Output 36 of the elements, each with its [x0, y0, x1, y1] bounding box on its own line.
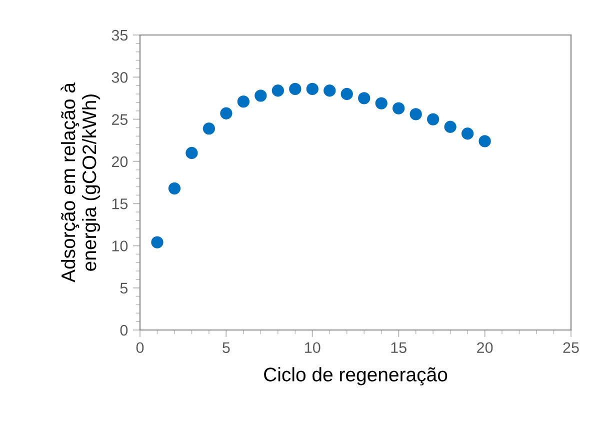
point [392, 102, 405, 114]
y-tick-label: 0 [120, 324, 128, 336]
point [427, 113, 440, 126]
y-tick-label: 15 [112, 198, 128, 210]
x-tick-label: 25 [563, 342, 579, 354]
y-tick-label: 20 [112, 156, 128, 168]
y-axis-title: Adsorção em relação à energia (gCO2/kWh) [60, 82, 100, 282]
point [202, 122, 216, 135]
y-tick-label: 25 [112, 114, 128, 125]
point [168, 182, 181, 194]
x-tick-label: 20 [477, 342, 493, 354]
y-tick-label: 5 [120, 282, 128, 294]
x-tick-label: 15 [391, 342, 406, 354]
point [272, 84, 284, 97]
point [254, 90, 267, 102]
y-tick-label: 10 [112, 240, 128, 252]
point [289, 82, 302, 96]
point [186, 146, 198, 160]
point [324, 84, 336, 97]
x-tick-label: 5 [222, 342, 230, 354]
point [358, 92, 370, 104]
point [375, 97, 388, 110]
point [237, 96, 250, 108]
y-tick-label: 35 [112, 30, 128, 41]
point [410, 108, 422, 120]
point [151, 236, 164, 248]
y-tick-label: 30 [112, 72, 128, 83]
point [444, 120, 456, 133]
x-tick-label: 0 [136, 342, 144, 354]
point [220, 107, 232, 120]
point [306, 82, 318, 96]
x-axis-title: Ciclo de regeneração [264, 367, 448, 386]
point [478, 135, 491, 148]
point [461, 128, 474, 140]
point [340, 88, 353, 100]
x-tick-label: 10 [305, 342, 320, 354]
